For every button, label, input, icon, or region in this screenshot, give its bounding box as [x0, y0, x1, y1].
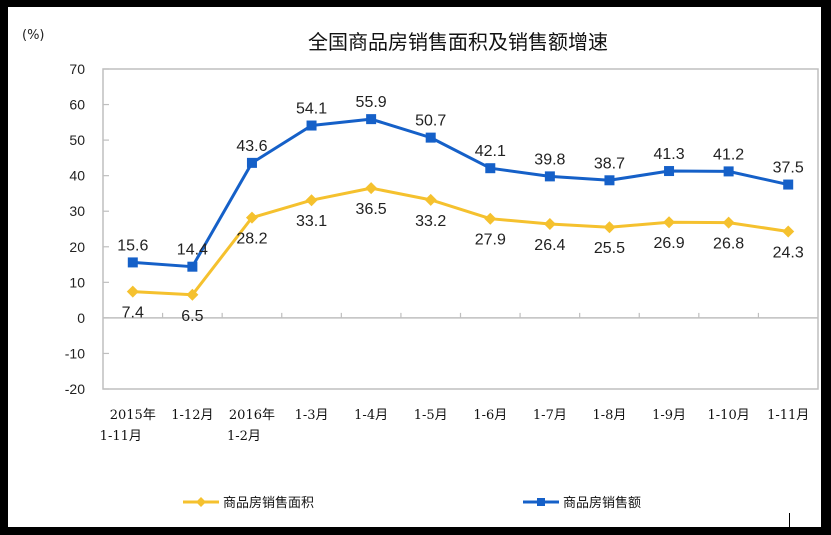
y-tick-label: 10	[69, 274, 85, 290]
y-axis-unit: (%)	[22, 28, 45, 43]
data-label: 39.8	[534, 151, 565, 168]
data-label: 38.7	[594, 155, 625, 172]
data-label: 50.7	[415, 113, 446, 130]
diamond-marker	[603, 221, 616, 234]
square-marker	[306, 120, 317, 131]
data-label: 43.6	[236, 138, 267, 155]
x-tick-label: 1-11月	[100, 429, 142, 444]
legend: 商品房销售面积 商品房销售额	[183, 495, 641, 511]
y-tick-label: 70	[69, 61, 85, 77]
y-tick-label: 50	[69, 132, 85, 148]
x-tick-label: 1-3月	[295, 408, 329, 423]
x-tick-label: 1-6月	[473, 408, 507, 423]
square-marker	[425, 132, 436, 143]
data-label: 36.5	[356, 201, 387, 218]
data-label: 14.4	[177, 242, 208, 259]
data-label: 26.8	[713, 236, 744, 253]
chart-title: 全国商品房销售面积及销售额增速	[308, 30, 608, 54]
data-label: 37.5	[773, 160, 804, 177]
diamond-marker	[722, 216, 735, 229]
data-label: 6.5	[181, 308, 203, 325]
data-label: 41.3	[653, 146, 684, 163]
x-tick-label: 2015年	[110, 408, 156, 423]
data-label: 26.9	[653, 235, 684, 252]
data-label: 25.5	[594, 240, 625, 257]
square-marker	[723, 166, 734, 177]
y-tick-label: -20	[65, 381, 85, 397]
chart-canvas: 全国商品房销售面积及销售额增速 (%) 70 60 50 40 30 20 10 0 -10 -2…	[8, 7, 821, 527]
x-tick-label: 1-4月	[354, 408, 388, 423]
cursor-line	[789, 513, 790, 535]
square-marker	[544, 171, 555, 182]
x-tick-label: 1-8月	[592, 408, 626, 423]
x-tick-label: 1-11月	[767, 408, 809, 423]
data-label: 27.9	[475, 232, 506, 249]
diamond-marker	[663, 216, 676, 229]
square-marker	[664, 166, 675, 177]
legend-diamond-icon	[196, 497, 206, 507]
square-marker	[485, 163, 496, 174]
data-label: 33.2	[415, 213, 446, 230]
y-tick-label: 30	[69, 203, 85, 219]
x-tick-label: 1-5月	[414, 408, 448, 423]
square-marker	[604, 175, 615, 186]
y-tick-label: 0	[77, 310, 85, 326]
data-label: 41.2	[713, 146, 744, 163]
diamond-marker	[126, 285, 139, 298]
diamond-marker	[365, 182, 378, 195]
square-marker	[127, 257, 138, 268]
diamond-marker	[305, 194, 318, 207]
series-line-0	[132, 186, 789, 297]
y-tick-label: -10	[65, 345, 85, 361]
diamond-marker	[543, 218, 556, 231]
data-label: 7.4	[122, 305, 144, 322]
y-tick-label: 60	[69, 97, 85, 113]
data-label: 42.1	[475, 143, 506, 160]
legend-label: 商品房销售面积	[223, 495, 314, 511]
data-label: 33.1	[296, 213, 327, 230]
x-tick-label: 1-9月	[652, 408, 686, 423]
data-label: 28.2	[236, 231, 267, 248]
x-tick-label: 1-7月	[533, 408, 567, 423]
line-chart: 全国商品房销售面积及销售额增速 (%) 70 60 50 40 30 20 10 0 -10 -2…	[22, 28, 819, 511]
diamond-marker	[424, 193, 437, 206]
legend-label: 商品房销售额	[563, 495, 641, 511]
data-label: 54.1	[296, 101, 327, 118]
legend-square-icon	[537, 498, 545, 506]
data-label: 26.4	[534, 237, 565, 254]
diamond-marker	[245, 211, 258, 224]
x-tick-label: 1-12月	[171, 408, 213, 423]
diamond-marker	[484, 212, 497, 225]
x-tick-label: 1-10月	[708, 408, 750, 423]
data-label: 55.9	[356, 94, 387, 111]
square-marker	[246, 157, 257, 168]
x-tick-label: 1-2月	[227, 429, 261, 444]
diamond-marker	[186, 288, 199, 301]
x-tick-label: 2016年	[229, 408, 275, 423]
square-marker	[187, 261, 198, 272]
diamond-marker	[782, 225, 795, 238]
data-label: 15.6	[117, 237, 148, 254]
y-tick-label: 40	[69, 168, 85, 184]
plot-area: 70 60 50 40 30 20 10 0 -10 -20 2015年 1-11月 1-12月 2016…	[65, 61, 819, 444]
y-tick-label: 20	[69, 239, 85, 255]
square-marker	[783, 179, 794, 190]
square-marker	[366, 114, 377, 125]
data-label: 24.3	[773, 244, 804, 261]
plot-border	[102, 68, 819, 390]
series-line-1	[132, 117, 789, 269]
